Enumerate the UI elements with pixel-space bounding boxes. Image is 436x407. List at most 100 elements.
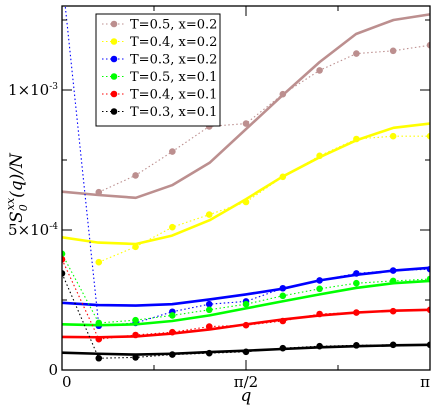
series-4-point xyxy=(389,307,397,315)
series-4-point xyxy=(242,321,250,329)
legend: T=0.5, x=0.2 T=0.4, x=0.2 T=0.3, x=0.2 T=0.… xyxy=(95,13,221,127)
series-layer xyxy=(62,6,430,362)
x-tick-label: π xyxy=(420,373,430,391)
y-tick-label: 1×10-3 xyxy=(8,81,58,99)
series-2-point xyxy=(279,284,287,292)
series-5 xyxy=(62,270,430,362)
series-2-point xyxy=(426,265,430,273)
x-tick-label: 0 xyxy=(62,373,72,391)
series-3-point xyxy=(426,275,430,283)
series-3-point xyxy=(62,250,66,258)
series-4-point xyxy=(316,310,323,318)
legend-marker xyxy=(110,38,118,45)
legend-box xyxy=(95,13,221,127)
series-3-point xyxy=(353,279,360,287)
legend-items: T=0.5, x=0.2 T=0.4, x=0.2 T=0.3, x=0.2 T=0.… xyxy=(102,18,217,120)
series-4-dotted-line xyxy=(62,259,430,340)
series-5-point xyxy=(353,342,360,349)
series-5-point xyxy=(426,341,430,349)
series-0-point xyxy=(132,172,139,179)
series-5-point xyxy=(205,349,213,357)
legend-label: T=0.5, x=0.2 xyxy=(130,18,217,33)
series-4-point xyxy=(62,256,66,263)
legend-item: T=0.5, x=0.2 xyxy=(102,18,217,33)
series-0-dotted-line xyxy=(98,44,430,193)
series-5-point xyxy=(316,342,323,350)
series-5-dotted-line xyxy=(62,273,430,359)
series-5-point xyxy=(132,354,139,361)
series-0 xyxy=(62,13,430,200)
y-tick-label: 0 xyxy=(48,361,58,379)
series-3-point xyxy=(205,306,213,314)
series-4-point xyxy=(132,331,139,339)
tick-layer: 0 π/2 π 0 5×10-4 1×10-3 xyxy=(8,6,431,391)
series-1-point xyxy=(242,198,250,206)
series-2-point xyxy=(353,270,360,277)
legend-label: T=0.4, x=0.1 xyxy=(130,88,217,103)
legend-item: T=0.3, x=0.2 xyxy=(102,53,217,68)
series-0-point xyxy=(279,90,287,98)
legend-label: T=0.5, x=0.1 xyxy=(130,70,217,85)
x-axis-label: q xyxy=(241,386,252,406)
series-2-point xyxy=(389,267,397,274)
series-1-point xyxy=(95,258,103,266)
series-1 xyxy=(62,122,430,266)
series-2-point xyxy=(316,277,323,284)
series-4-point xyxy=(205,323,213,330)
series-2-curve xyxy=(62,266,430,307)
legend-marker xyxy=(110,108,118,115)
series-2-point xyxy=(205,300,213,308)
series-1-point xyxy=(205,211,213,218)
legend-marker xyxy=(110,55,118,63)
y-tick-label: 5×10-4 xyxy=(8,221,58,239)
series-3-point xyxy=(95,319,103,327)
series-1-point xyxy=(353,135,360,143)
legend-item: T=0.4, x=0.1 xyxy=(102,88,217,103)
legend-item: T=0.5, x=0.1 xyxy=(102,70,217,85)
series-5-point xyxy=(389,341,397,349)
series-3-point xyxy=(316,285,323,293)
legend-label: T=0.3, x=0.1 xyxy=(130,105,217,120)
x-tick-label: π/2 xyxy=(234,373,258,391)
series-3 xyxy=(62,250,430,327)
series-3-curve xyxy=(62,279,430,327)
series-5-point xyxy=(95,354,103,362)
series-1-point xyxy=(389,132,397,140)
y-axis-label: S0xx(q)/N xyxy=(4,152,30,223)
series-5-point xyxy=(62,270,66,277)
series-1-point xyxy=(426,132,430,140)
series-0-point xyxy=(353,50,360,57)
legend-item: T=0.3, x=0.1 xyxy=(102,105,217,120)
series-5-point xyxy=(242,348,250,356)
series-3-point xyxy=(279,292,287,300)
legend-item: T=0.4, x=0.2 xyxy=(102,35,217,50)
series-5-point xyxy=(279,344,287,352)
series-4-point xyxy=(95,335,103,343)
series-4-point xyxy=(169,328,176,336)
series-4-point xyxy=(426,306,430,314)
series-1-point xyxy=(316,152,323,160)
legend-label: T=0.3, x=0.2 xyxy=(130,53,217,68)
series-0-point xyxy=(95,188,103,196)
series-3-point xyxy=(132,316,139,324)
series-5-point xyxy=(169,351,176,358)
series-0-point xyxy=(242,120,250,127)
series-0-point xyxy=(389,47,397,55)
series-4-point xyxy=(353,309,360,316)
legend-marker xyxy=(110,20,118,28)
series-3-point xyxy=(389,277,397,285)
series-0-point xyxy=(169,148,176,155)
series-4-point xyxy=(279,317,287,325)
series-1-point xyxy=(132,243,139,251)
series-1-point xyxy=(279,173,287,181)
series-4 xyxy=(62,256,430,343)
series-0-curve xyxy=(62,13,430,200)
series-1-dotted-line xyxy=(98,135,430,263)
series-3-point xyxy=(242,300,250,308)
series-0-point xyxy=(426,41,430,49)
series-0-point xyxy=(316,67,323,74)
legend-label: T=0.4, x=0.2 xyxy=(130,35,217,50)
series-1-point xyxy=(169,223,176,231)
legend-marker xyxy=(110,73,118,80)
